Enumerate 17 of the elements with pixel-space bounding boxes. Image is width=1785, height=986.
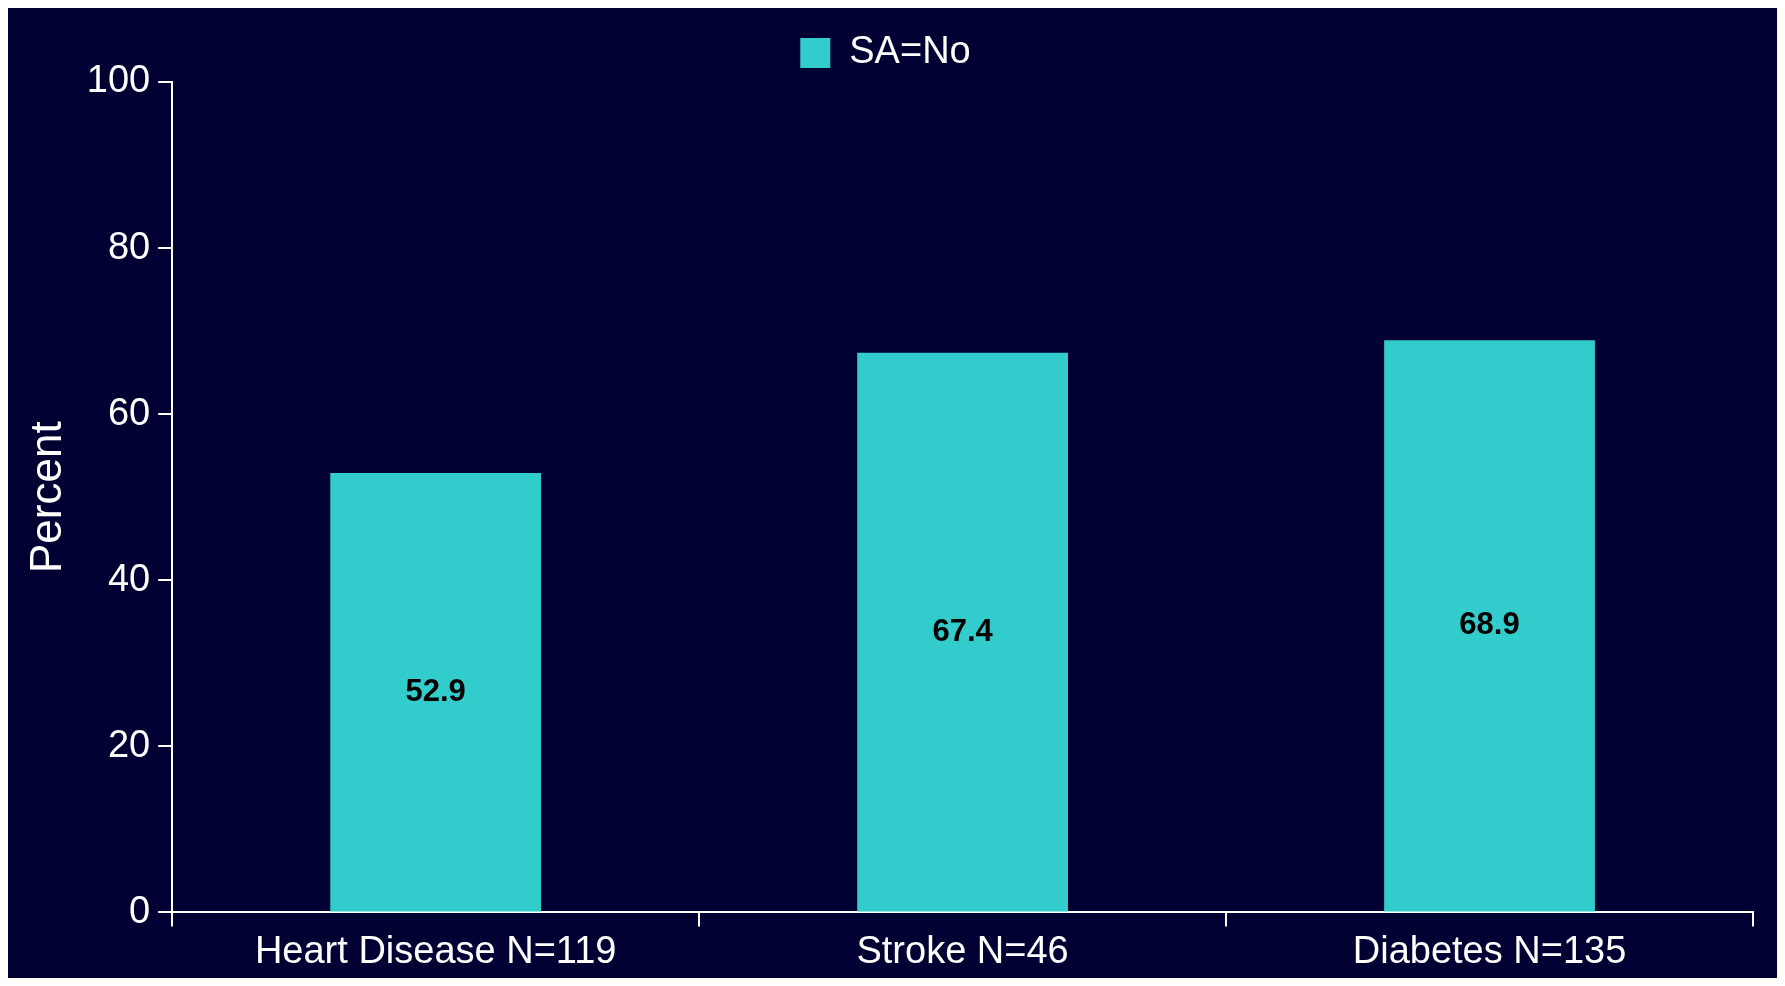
data-label: 52.9 <box>405 672 466 708</box>
y-tick-label: 60 <box>107 390 151 433</box>
y-tick-label: 100 <box>86 58 151 101</box>
y-tick-label: 40 <box>107 556 151 599</box>
data-label: 67.4 <box>932 612 994 648</box>
x-tick-label: Diabetes N=135 <box>1352 928 1627 971</box>
x-tick-label: Stroke N=46 <box>856 928 1069 971</box>
y-tick-label: 0 <box>129 888 151 931</box>
y-tick-label: 20 <box>107 722 151 765</box>
y-tick-label: 80 <box>107 224 151 267</box>
data-label: 68.9 <box>1459 606 1520 642</box>
x-tick-label: Heart Disease N=119 <box>254 928 617 971</box>
bar <box>857 352 1068 912</box>
legend-label: SA=No <box>849 29 971 72</box>
bar <box>1384 340 1595 912</box>
y-axis-title: Percent <box>20 421 70 574</box>
bar <box>330 473 542 912</box>
